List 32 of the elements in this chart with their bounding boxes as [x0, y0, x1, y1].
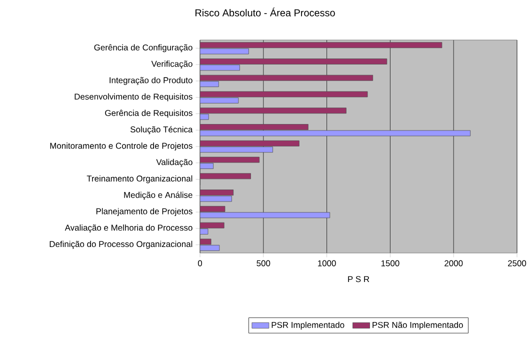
bar	[200, 108, 346, 114]
y-tick-label: Definição do Processo Organizacional	[50, 240, 192, 249]
y-tick-label: Gerência de Requisitos	[105, 110, 192, 118]
legend-label: PSR Não Implementado	[372, 322, 463, 330]
bar	[200, 124, 308, 130]
bar	[200, 140, 300, 146]
bar	[200, 212, 330, 218]
x-tick-label: 2000	[444, 260, 463, 266]
x-tick-label: 1000	[318, 260, 336, 266]
x-tick-label: 500	[256, 260, 270, 266]
x-tick-label: 1500	[381, 260, 400, 266]
y-tick-label: Solução Técnica	[130, 126, 193, 134]
bar	[200, 74, 374, 81]
y-tick-label: Gerência de Configuração	[94, 44, 192, 52]
y-tick-label: Monitoramento e Controle de Projetos	[50, 142, 192, 150]
x-axis-title: P S R	[348, 276, 370, 282]
y-tick-label: Verificação	[151, 60, 192, 69]
y-tick-label: Medição e Análise	[124, 192, 192, 200]
legend-label: PSR Implementado	[272, 322, 344, 330]
y-tick-label: Treinamento Organizacional	[86, 175, 192, 184]
bar	[200, 146, 273, 153]
bar	[200, 58, 388, 64]
y-tick-label: Avaliação e Melhoria do Processo	[64, 224, 192, 232]
bar	[200, 173, 251, 180]
y-tick-label: Validação	[156, 158, 192, 167]
chart-title: Risco Absoluto - Área Processo	[195, 8, 335, 16]
x-tick-label: 2500	[508, 260, 526, 266]
x-tick-label: 0	[198, 260, 202, 266]
y-tick-label: Planejamento de Projetos	[96, 208, 192, 216]
y-tick-label: Integração do Produto	[110, 76, 192, 85]
bar	[200, 42, 442, 48]
y-tick-label: Desenvolvimento de Requisitos	[74, 93, 192, 102]
